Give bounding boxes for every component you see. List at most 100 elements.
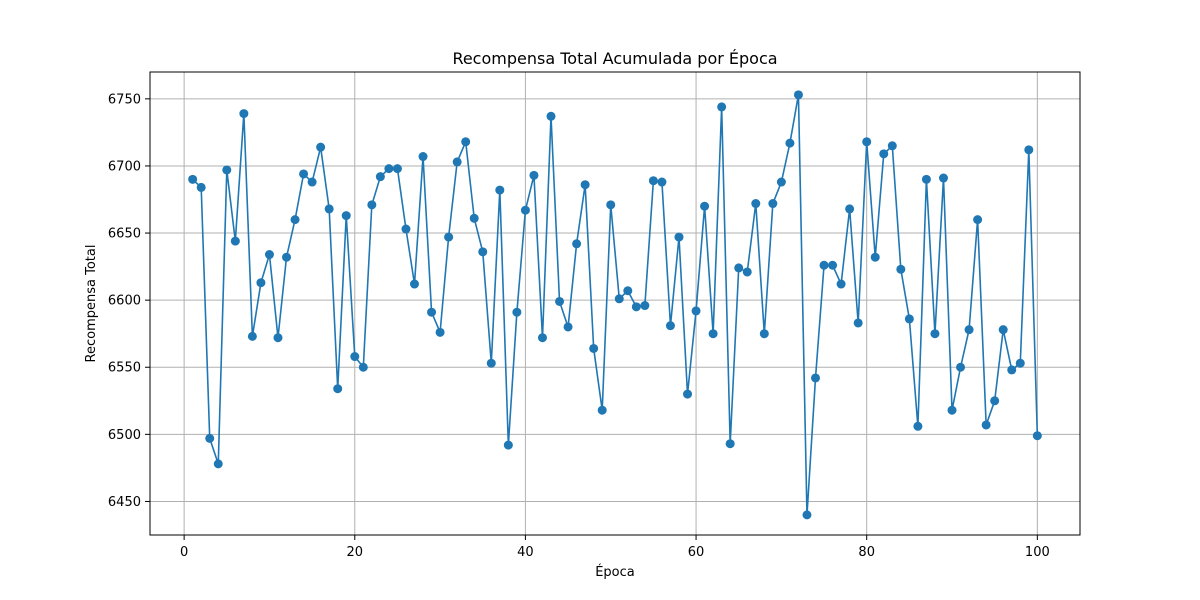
data-point bbox=[674, 232, 684, 242]
data-point bbox=[793, 90, 803, 100]
data-point bbox=[512, 307, 522, 317]
data-point bbox=[520, 205, 530, 215]
data-point bbox=[384, 164, 394, 174]
data-point bbox=[930, 329, 940, 339]
x-tick-label: 40 bbox=[517, 545, 534, 560]
data-point bbox=[589, 343, 599, 353]
data-point bbox=[973, 215, 983, 225]
data-point bbox=[188, 174, 198, 184]
data-point bbox=[862, 137, 872, 147]
data-point bbox=[964, 325, 974, 335]
data-point bbox=[845, 204, 855, 214]
data-point bbox=[853, 318, 863, 328]
data-point bbox=[580, 180, 590, 190]
data-point bbox=[444, 232, 454, 242]
data-point bbox=[205, 433, 215, 443]
data-point bbox=[350, 352, 360, 362]
data-point bbox=[1015, 358, 1025, 368]
data-point bbox=[768, 199, 778, 209]
data-point bbox=[213, 459, 223, 469]
data-point bbox=[367, 200, 377, 210]
data-point bbox=[606, 200, 616, 210]
data-point bbox=[631, 302, 641, 312]
data-point bbox=[691, 306, 701, 316]
data-point bbox=[324, 204, 334, 214]
data-point bbox=[734, 263, 744, 273]
data-point bbox=[333, 384, 343, 394]
data-point bbox=[452, 157, 462, 167]
data-point bbox=[998, 325, 1008, 335]
y-tick-label: 6700 bbox=[108, 159, 141, 174]
data-point bbox=[247, 331, 257, 341]
data-point bbox=[742, 267, 752, 277]
data-point bbox=[358, 362, 368, 372]
data-point bbox=[683, 389, 693, 399]
data-point bbox=[836, 279, 846, 289]
data-point bbox=[956, 362, 966, 372]
data-point bbox=[273, 333, 283, 343]
data-point bbox=[1024, 145, 1034, 155]
data-point bbox=[947, 405, 957, 415]
data-point bbox=[1007, 365, 1017, 375]
data-point bbox=[700, 201, 710, 211]
data-point bbox=[819, 260, 829, 270]
data-point bbox=[375, 172, 385, 182]
data-point bbox=[640, 301, 650, 311]
data-point bbox=[751, 199, 761, 209]
data-point bbox=[887, 141, 897, 151]
data-point bbox=[409, 279, 419, 289]
data-point bbox=[427, 307, 437, 317]
data-point bbox=[282, 252, 292, 262]
data-point bbox=[657, 177, 667, 187]
y-axis-label: Recompensa Total bbox=[84, 245, 99, 363]
data-point bbox=[341, 211, 351, 221]
y-tick-label: 6750 bbox=[108, 92, 141, 107]
data-point bbox=[879, 149, 889, 159]
data-point bbox=[921, 174, 931, 184]
data-point bbox=[648, 176, 658, 186]
data-point bbox=[316, 142, 326, 152]
data-point bbox=[776, 177, 786, 187]
data-point bbox=[461, 137, 471, 147]
data-point bbox=[614, 294, 624, 304]
data-point bbox=[708, 329, 718, 339]
x-tick-label: 60 bbox=[688, 545, 705, 560]
data-point bbox=[222, 165, 232, 175]
data-point bbox=[811, 373, 821, 383]
data-point bbox=[537, 333, 547, 343]
data-point bbox=[503, 440, 513, 450]
data-point bbox=[990, 396, 1000, 406]
y-tick-label: 6600 bbox=[108, 294, 141, 309]
data-point bbox=[299, 169, 309, 179]
y-tick-label: 6450 bbox=[108, 495, 141, 510]
data-point bbox=[1032, 431, 1042, 441]
y-tick-label: 6650 bbox=[108, 227, 141, 242]
data-point bbox=[913, 421, 923, 431]
data-point bbox=[392, 164, 402, 174]
data-point bbox=[196, 182, 206, 192]
data-point bbox=[717, 102, 727, 112]
data-point bbox=[307, 177, 317, 187]
data-point bbox=[623, 286, 633, 296]
data-point bbox=[478, 247, 488, 257]
x-tick-label: 20 bbox=[346, 545, 363, 560]
y-tick-label: 6550 bbox=[108, 361, 141, 376]
x-tick-label: 80 bbox=[858, 545, 875, 560]
data-point bbox=[785, 138, 795, 148]
axis-ticks: 0 20 40 60 80 100 6450 6500 6550 6600 6650 6700 6750 bbox=[108, 92, 1050, 560]
data-point bbox=[665, 321, 675, 331]
data-point bbox=[725, 439, 735, 449]
series-line bbox=[192, 94, 1039, 516]
data-point bbox=[904, 314, 914, 324]
data-point bbox=[264, 250, 274, 260]
x-axis-label: Época bbox=[595, 564, 635, 580]
data-point bbox=[896, 264, 906, 274]
y-tick-label: 6500 bbox=[108, 428, 141, 443]
data-point bbox=[563, 322, 573, 332]
data-point bbox=[981, 420, 991, 430]
data-point bbox=[572, 239, 582, 249]
data-point bbox=[759, 329, 769, 339]
data-point bbox=[486, 358, 496, 368]
